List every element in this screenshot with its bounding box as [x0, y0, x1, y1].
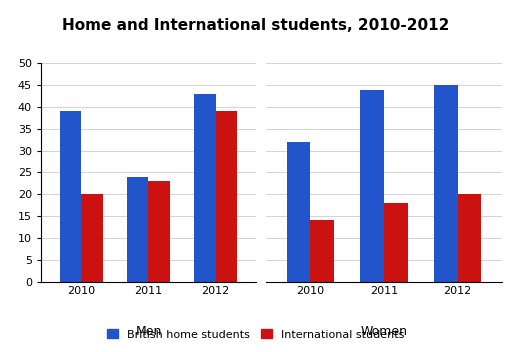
Bar	[194, 94, 216, 282]
Bar	[60, 111, 81, 282]
Bar	[360, 89, 384, 282]
Bar	[310, 220, 334, 282]
Bar	[434, 85, 458, 282]
Text: Home and International students, 2010-2012: Home and International students, 2010-20…	[62, 18, 450, 33]
Text: Men: Men	[135, 325, 162, 338]
Bar	[81, 194, 103, 282]
Bar	[148, 181, 170, 282]
Text: Women: Women	[360, 325, 408, 338]
Bar	[458, 194, 481, 282]
Bar	[287, 142, 310, 282]
Bar	[216, 111, 237, 282]
Legend: British home students, International students: British home students, International stu…	[104, 326, 408, 343]
Bar	[384, 203, 408, 282]
Bar	[127, 177, 148, 282]
